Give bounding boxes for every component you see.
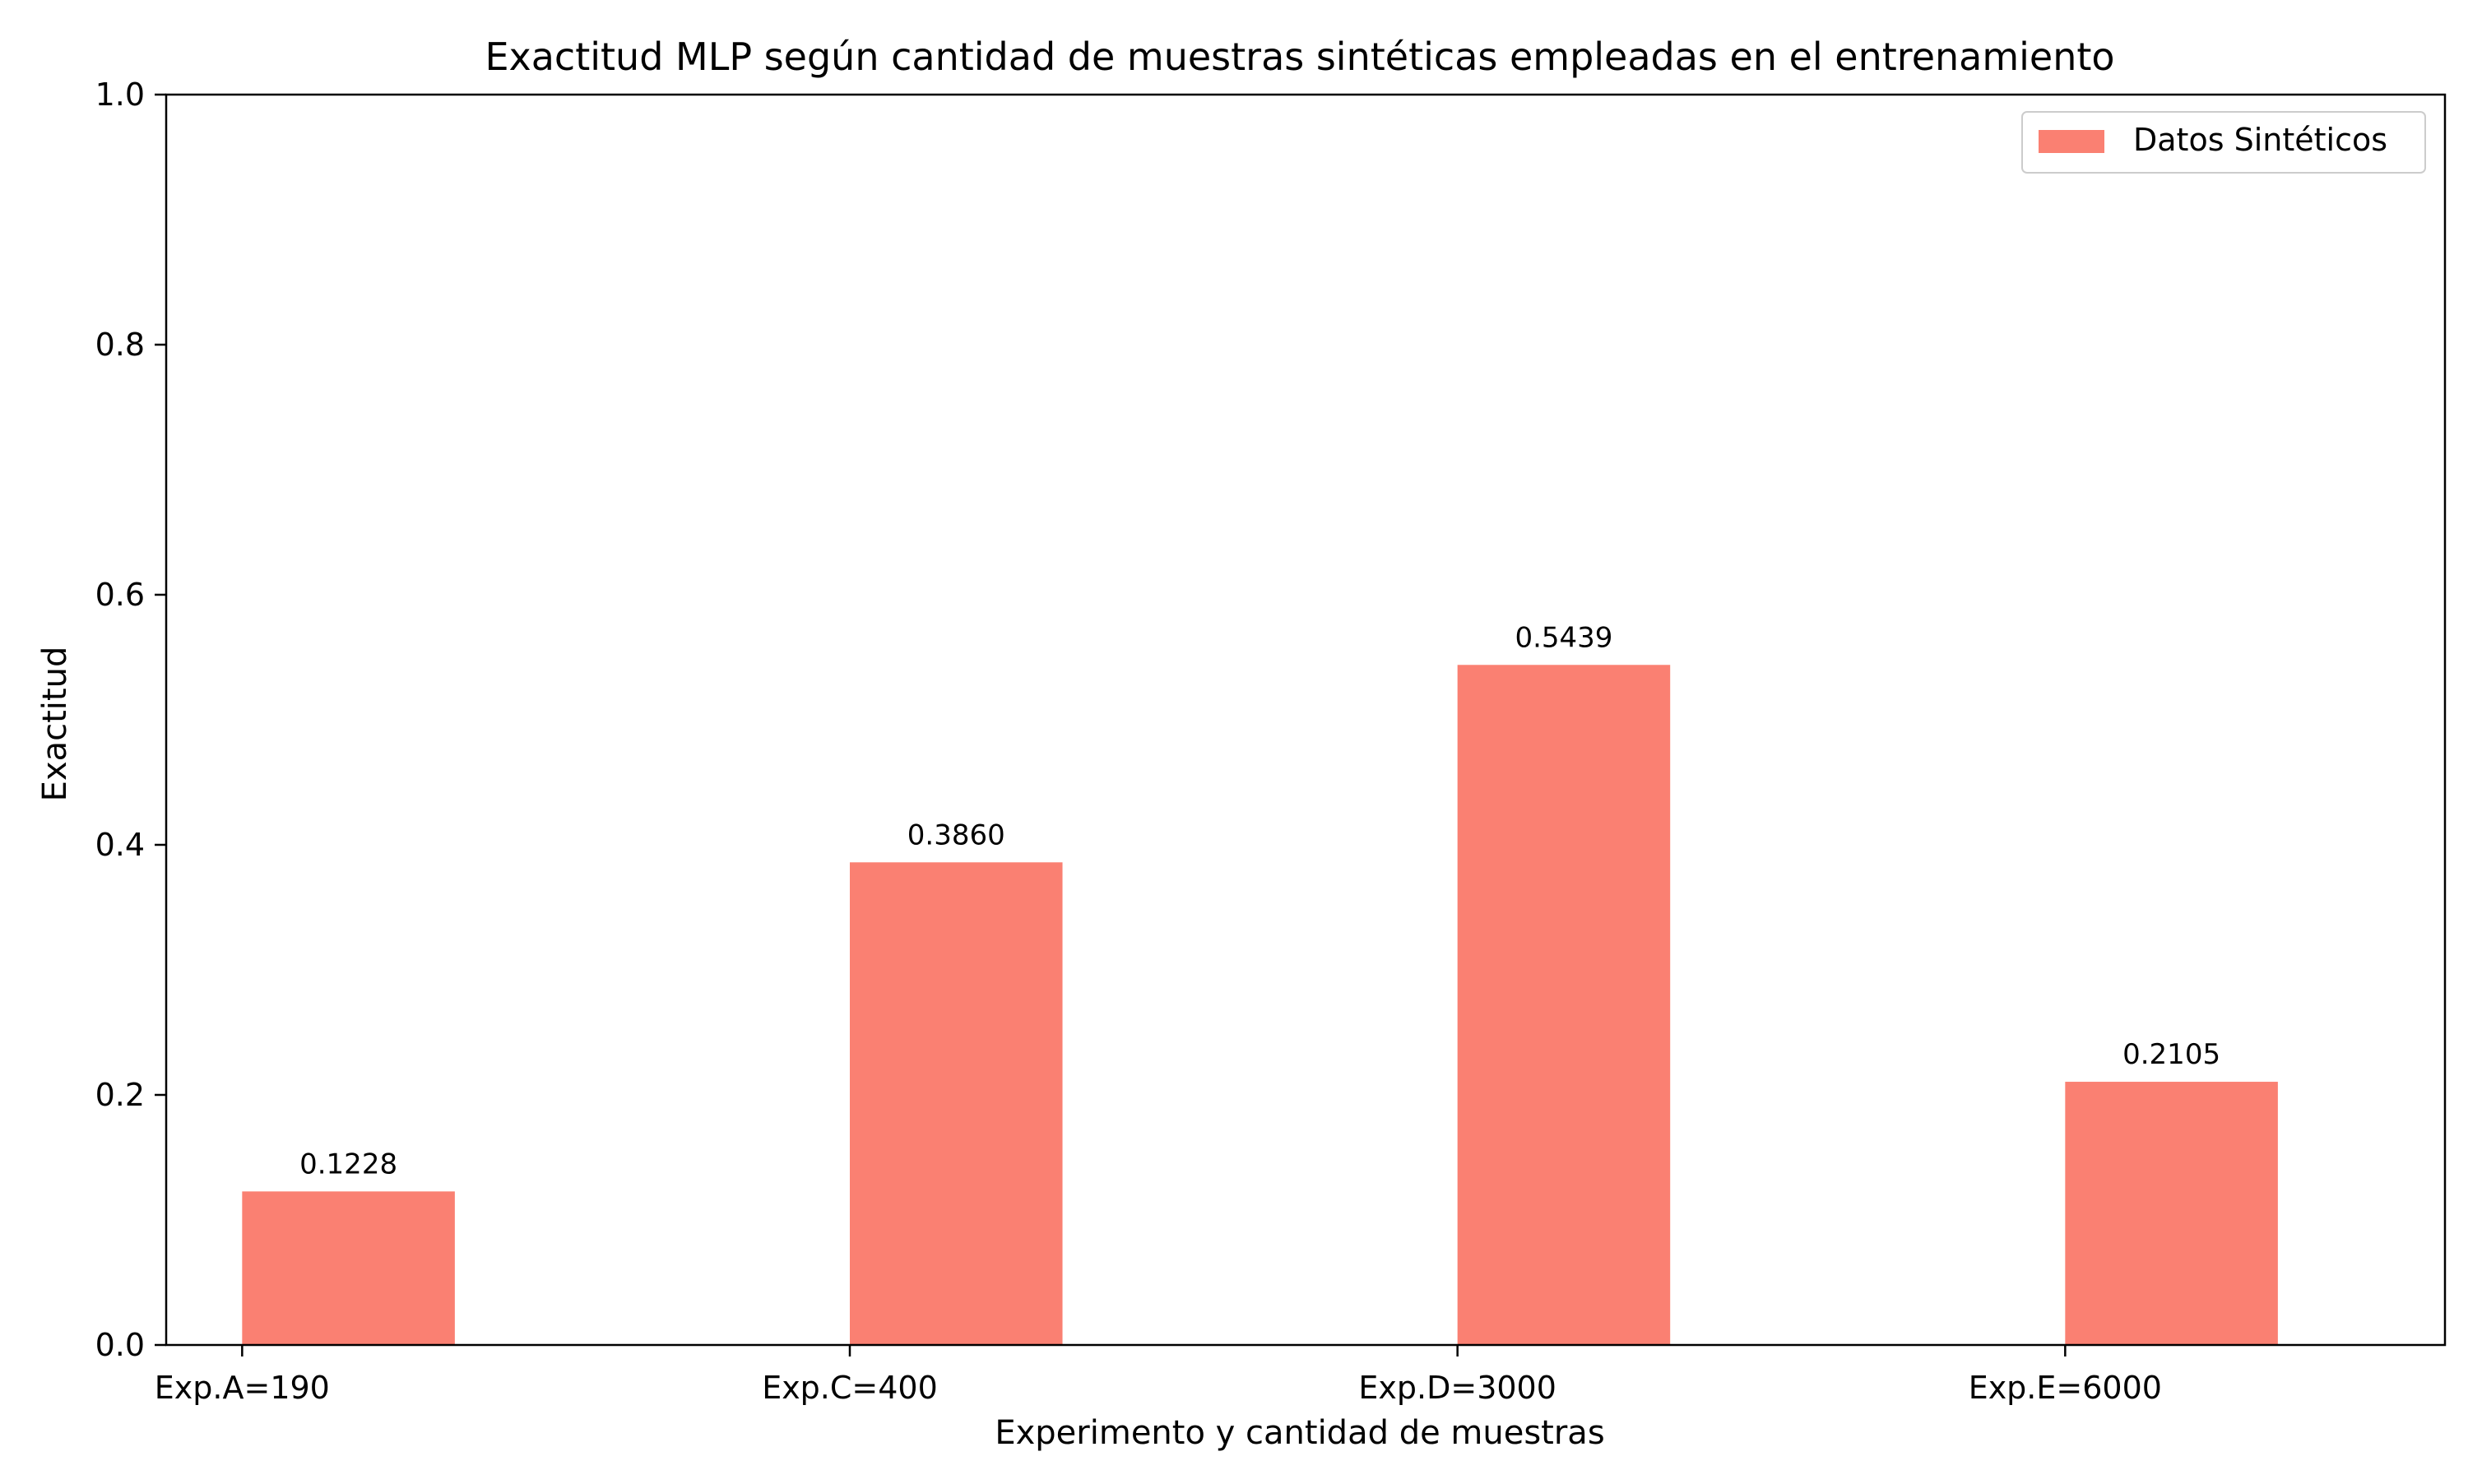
bar-value-label: 0.1228 (299, 1148, 397, 1180)
bar (850, 862, 1063, 1345)
bar (2065, 1082, 2278, 1345)
plot-frame (165, 93, 2447, 1347)
y-tick-label: 1.0 (95, 77, 145, 113)
x-tick-label: Exp.E=6000 (1969, 1370, 2162, 1406)
bar (1457, 665, 1671, 1345)
plot-area: 0.1228 0.3860 0.5439 0.2105 0.0 0.2 0.4 0.6 0.8 1… (95, 77, 2447, 1406)
legend-swatch (2039, 130, 2104, 153)
y-tick-label: 0.8 (95, 327, 145, 363)
y-tick-label: 0.0 (95, 1327, 145, 1363)
bar-value-label: 0.2105 (2122, 1038, 2220, 1071)
x-tick-label: Exp.C=400 (762, 1370, 938, 1406)
y-tick-label: 0.4 (95, 827, 145, 863)
x-tick-label: Exp.A=190 (155, 1370, 330, 1406)
legend-label: Datos Sintéticos (2133, 122, 2387, 158)
y-axis-title: Exactitud (36, 647, 74, 802)
chart-title: Exactitud MLP según cantidad de muestras… (485, 35, 2114, 79)
x-tick-label: Exp.D=3000 (1358, 1370, 1556, 1406)
bar-value-label: 0.3860 (907, 819, 1005, 851)
x-axis-title: Experimento y cantidad de muestras (995, 1414, 1604, 1452)
bar (242, 1191, 455, 1345)
legend: Datos Sintéticos (2021, 111, 2426, 174)
y-tick-label: 0.6 (95, 577, 145, 613)
legend-frame (2021, 111, 2426, 174)
bar-value-label: 0.5439 (1515, 621, 1612, 654)
y-tick-label: 0.2 (95, 1077, 145, 1113)
